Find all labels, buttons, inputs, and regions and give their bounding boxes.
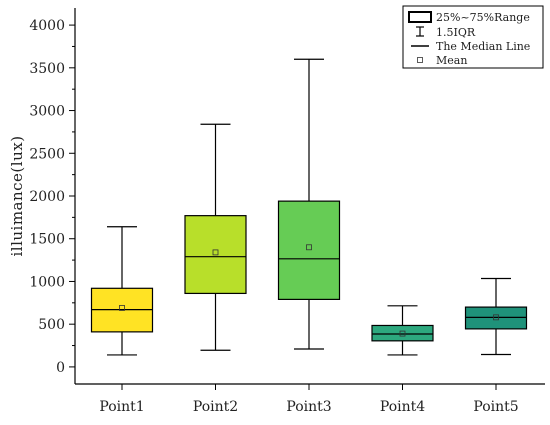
x-tick-label: Point1 [99,399,144,415]
y-tick-label: 1000 [29,274,65,290]
iqr-box [464,306,528,330]
axes [74,8,545,385]
legend-item: The Median Line [411,40,530,53]
x-tick-label: Point3 [286,399,331,415]
mean-marker [119,305,125,311]
legend-label: 1.5IQR [436,26,476,39]
legend-mean-symbol [417,57,423,63]
legend-label: 25%~75%Range [436,11,530,24]
y-tick-label: 1500 [29,232,65,248]
box-group [464,277,528,356]
legend-box-symbol [408,11,432,23]
x-axis-ticks: Point1 Point2 Point3 Point4 Point5 [99,384,519,415]
box-group [90,226,154,356]
y-axis-label: illuimance(lux) [8,135,26,256]
y-tick-label: 3500 [29,61,65,77]
x-tick-label: Point4 [380,399,425,415]
y-axis-ticks: 0 500 1000 1500 2000 2500 3000 3500 4000 [29,18,75,376]
y-tick-label: 2500 [29,146,65,162]
y-tick-label: 0 [56,360,65,376]
box-group [371,305,434,356]
box-series [90,58,528,356]
legend-label: Mean [436,54,467,67]
legend-item: Mean [417,54,467,67]
mean-marker [212,249,219,256]
iqr-box [277,200,341,301]
x-tick-label: Point5 [473,399,518,415]
y-tick-label: 4000 [29,18,65,34]
legend-label: The Median Line [436,40,530,53]
y-tick-label: 3000 [29,104,65,120]
mean-marker [306,244,312,251]
legend-item: 1.5IQR [416,26,476,39]
y-tick-label: 500 [38,317,65,333]
mean-marker [493,314,499,321]
box-group [184,123,247,351]
iqr-box [371,324,434,342]
mean-marker [399,330,406,337]
y-tick-label: 2000 [29,189,65,205]
legend-item: 25%~75%Range [408,11,530,24]
box-group [277,58,341,350]
x-tick-label: Point2 [193,399,238,415]
